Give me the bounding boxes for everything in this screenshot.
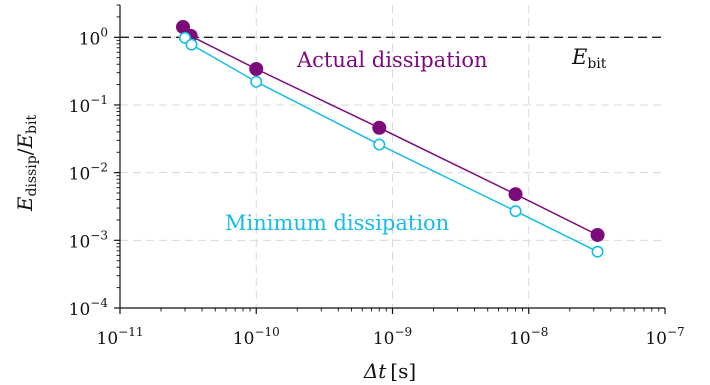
point-actual: [249, 61, 264, 76]
y-tick-base: 10: [69, 165, 91, 185]
y-tick-base: 10: [79, 29, 101, 49]
x-tick-exponent: −10: [254, 325, 279, 339]
point-actual: [508, 187, 523, 202]
x-tick-base: 10: [509, 329, 531, 349]
y-tick-label: 100: [79, 25, 108, 49]
ebit-label-sub: bit: [587, 56, 606, 72]
x-tick-base: 10: [373, 329, 395, 349]
tick-labels: 10−11 10−10 10−9 10−8 10−710010−110−210−310−…: [69, 25, 685, 349]
y-axis-title-denom-sub: bit: [24, 114, 40, 133]
y-tick-base: 10: [69, 300, 91, 320]
x-axis-title: Δt [s]: [363, 359, 416, 383]
y-tick-label: 10−2: [69, 161, 108, 185]
x-tick-base: 10: [645, 329, 667, 349]
x-tick-label: 10−8: [509, 325, 548, 349]
annotation-actual: Actual dissipation: [296, 48, 488, 72]
point-minimum: [373, 138, 386, 151]
y-tick-label: 10−4: [69, 296, 109, 320]
y-axis-title-main: E: [13, 196, 37, 212]
x-tick-exponent: −9: [394, 325, 412, 339]
x-axis-title-unit: [s]: [390, 359, 416, 383]
point-minimum: [185, 38, 198, 51]
axes-group: [114, 4, 666, 314]
series-group: [176, 19, 605, 258]
y-axis-title: Edissip/Ebit: [13, 114, 40, 212]
y-tick-exponent: 0: [100, 25, 108, 39]
grid-lines: [120, 5, 665, 308]
point-minimum: [509, 205, 522, 218]
x-tick-base: 10: [233, 329, 255, 349]
x-tick-label: 10−9: [373, 325, 412, 349]
x-tick-exponent: −11: [118, 325, 143, 339]
y-axis-title-main-sub: dissip: [24, 155, 40, 196]
ebit-label-main: E: [571, 45, 587, 69]
y-tick-label: 10−3: [69, 228, 108, 252]
y-axis-title-slash: /: [13, 148, 37, 155]
y-tick-exponent: −2: [90, 161, 108, 175]
y-axis-title-denom: E: [13, 134, 37, 150]
y-tick-label: 10−1: [69, 93, 108, 117]
ebit-label: Ebit: [571, 45, 607, 72]
x-tick-label: 10−11: [97, 325, 144, 349]
y-tick-exponent: −3: [90, 228, 108, 242]
x-axis-title-main: Δt: [363, 359, 387, 383]
point-actual: [372, 120, 387, 135]
y-tick-exponent: −1: [90, 93, 108, 107]
point-actual: [590, 227, 605, 242]
point-minimum: [250, 75, 263, 88]
x-tick-exponent: −8: [531, 325, 549, 339]
x-tick-label: 10−7: [645, 325, 684, 349]
y-tick-base: 10: [69, 232, 91, 252]
y-tick-base: 10: [69, 97, 91, 117]
x-tick-label: 10−10: [233, 325, 280, 349]
x-tick-exponent: −7: [667, 325, 685, 339]
annotation-minimum: Minimum dissipation: [225, 211, 449, 235]
point-minimum: [591, 245, 604, 258]
y-tick-exponent: −4: [90, 296, 108, 310]
x-tick-base: 10: [97, 329, 119, 349]
